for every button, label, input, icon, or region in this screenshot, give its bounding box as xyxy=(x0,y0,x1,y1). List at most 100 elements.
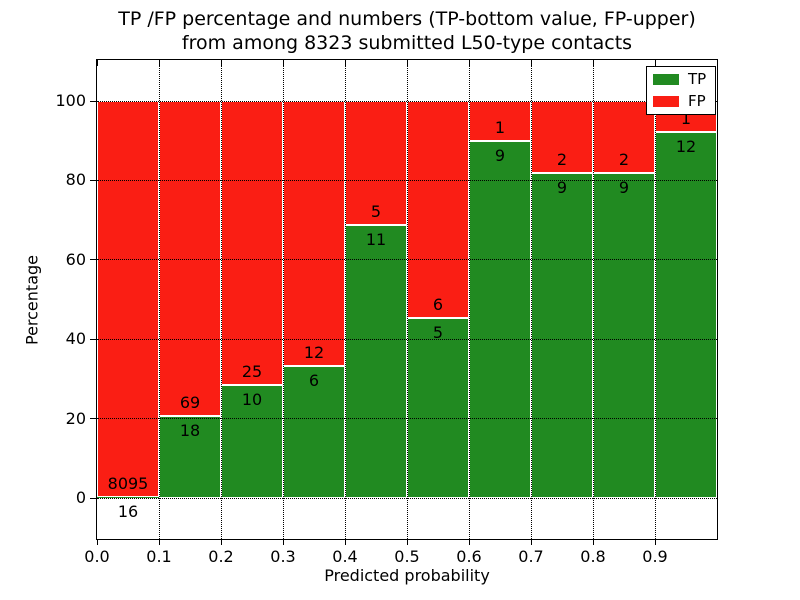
bar-segment-tp-8 xyxy=(593,173,655,498)
x-tick-label-0.9: 0.9 xyxy=(642,547,668,566)
bar-segment-fp-2 xyxy=(221,101,283,385)
tp-count-label-2: 10 xyxy=(241,389,263,409)
bar-segment-tp-9 xyxy=(655,131,717,498)
y-tick-60 xyxy=(90,259,96,261)
x-tick-top-0.4 xyxy=(344,60,346,66)
x-tick-label-0.1: 0.1 xyxy=(146,547,172,566)
x-tick-top-0.2 xyxy=(220,60,222,66)
gridline-x-0.5 xyxy=(406,60,408,539)
fp-count-label-3: 12 xyxy=(303,342,325,362)
tp-count-label-9: 12 xyxy=(675,136,697,156)
y-tick-100 xyxy=(90,100,96,102)
gridline-y-100 xyxy=(97,100,717,102)
fp-count-label-8: 2 xyxy=(618,150,630,170)
fp-count-label-2: 25 xyxy=(241,361,263,381)
fp-count-label-0: 8095 xyxy=(107,474,149,494)
gridline-x-0.8 xyxy=(592,60,594,539)
x-tick-top-0.1 xyxy=(158,60,160,66)
y-tick-label-80: 80 xyxy=(65,170,86,190)
gridline-x-0.4 xyxy=(344,60,346,539)
bar-segment-tp-3 xyxy=(283,365,345,498)
gridline-x-0.9 xyxy=(654,60,656,539)
legend-entry-tp: TP xyxy=(653,72,709,87)
gridline-x-0.2 xyxy=(220,60,222,539)
y-tick-20 xyxy=(90,418,96,420)
y-tick-label-20: 20 xyxy=(65,408,86,428)
chart-title: TP /FP percentage and numbers (TP-bottom… xyxy=(96,7,718,55)
gridline-x-0.6 xyxy=(468,60,470,539)
legend: TP FP xyxy=(646,66,716,115)
bar-segment-tp-4 xyxy=(345,225,407,498)
x-tick-top-0.5 xyxy=(406,60,408,66)
chart-title-line1: TP /FP percentage and numbers (TP-bottom… xyxy=(118,8,696,30)
y-tick-0 xyxy=(90,497,96,499)
x-tick-0.1 xyxy=(158,540,160,545)
x-tick-0.6 xyxy=(468,540,470,545)
y-tick-label-40: 40 xyxy=(65,329,86,349)
tp-count-label-7: 9 xyxy=(556,178,568,198)
x-tick-0.7 xyxy=(530,540,532,545)
bar-segment-fp-8 xyxy=(593,101,655,174)
x-tick-0.9 xyxy=(654,540,656,545)
fp-count-label-4: 5 xyxy=(370,202,382,222)
bar-segment-fp-0 xyxy=(97,101,159,498)
x-tick-0.0 xyxy=(96,540,98,545)
tp-count-label-3: 6 xyxy=(308,370,320,390)
gridline-x-0.3 xyxy=(282,60,284,539)
plot-area: 8095 16 69 18 25 10 12 6 5 11 6 5 1 9 2 9 2 9 1 12 xyxy=(96,59,718,540)
bar-segment-fp-5 xyxy=(407,101,469,318)
x-tick-label-0.3: 0.3 xyxy=(270,547,296,566)
x-tick-0.4 xyxy=(344,540,346,545)
fp-count-label-7: 2 xyxy=(556,150,568,170)
x-tick-label-0.6: 0.6 xyxy=(456,547,482,566)
bar-segment-fp-3 xyxy=(283,101,345,366)
bar-segment-tp-6 xyxy=(469,140,531,498)
x-tick-label-0.0: 0.0 xyxy=(84,547,110,566)
chart-title-line2: from among 8323 submitted L50-type conta… xyxy=(181,32,633,54)
fp-count-label-9: 1 xyxy=(680,108,692,128)
bar-segment-fp-4 xyxy=(345,101,407,226)
fp-count-label-5: 6 xyxy=(432,294,444,314)
y-tick-80 xyxy=(90,179,96,182)
tp-count-label-0: 16 xyxy=(117,502,139,522)
x-tick-label-0.7: 0.7 xyxy=(518,547,544,566)
tp-swatch xyxy=(653,74,679,85)
x-tick-top-0.6 xyxy=(468,60,470,66)
bar-segment-fp-7 xyxy=(531,101,593,174)
gridline-y-0 xyxy=(97,497,717,499)
bar-segment-tp-5 xyxy=(407,317,469,498)
tp-count-label-8: 9 xyxy=(618,178,630,198)
x-tick-label-0.2: 0.2 xyxy=(208,547,234,566)
gridline-y-80 xyxy=(97,179,717,181)
x-tick-top-0.9 xyxy=(654,60,656,66)
legend-entry-fp: FP xyxy=(653,94,709,109)
gridline-x-0.7 xyxy=(530,60,532,539)
gridline-y-60 xyxy=(97,259,717,261)
x-tick-top-0.7 xyxy=(530,60,532,66)
x-tick-0.8 xyxy=(592,540,594,545)
bar-segment-tp-7 xyxy=(531,173,593,498)
legend-label-fp: FP xyxy=(688,92,706,110)
fp-swatch xyxy=(653,96,679,107)
bar-segment-fp-1 xyxy=(159,101,221,416)
legend-label-tp: TP xyxy=(688,70,707,88)
gridline-y-40 xyxy=(97,338,717,340)
y-tick-label-60: 60 xyxy=(65,249,86,269)
tp-count-label-1: 18 xyxy=(179,420,201,440)
x-tick-0.2 xyxy=(220,540,222,545)
x-tick-top-0.3 xyxy=(282,60,284,66)
y-tick-40 xyxy=(90,338,96,340)
x-tick-top-0.8 xyxy=(592,60,594,66)
x-axis-label: Predicted probability xyxy=(324,566,490,585)
y-tick-label-100: 100 xyxy=(55,91,86,110)
fp-count-label-6: 1 xyxy=(494,117,506,137)
tp-count-label-6: 9 xyxy=(494,145,506,165)
tp-count-label-5: 5 xyxy=(432,322,444,342)
gridline-y-20 xyxy=(97,418,717,420)
tp-count-label-4: 11 xyxy=(365,230,387,250)
x-tick-label-0.8: 0.8 xyxy=(580,547,606,566)
x-tick-label-0.4: 0.4 xyxy=(332,547,358,566)
x-tick-0.5 xyxy=(406,540,408,545)
y-tick-label-0: 0 xyxy=(75,488,86,507)
